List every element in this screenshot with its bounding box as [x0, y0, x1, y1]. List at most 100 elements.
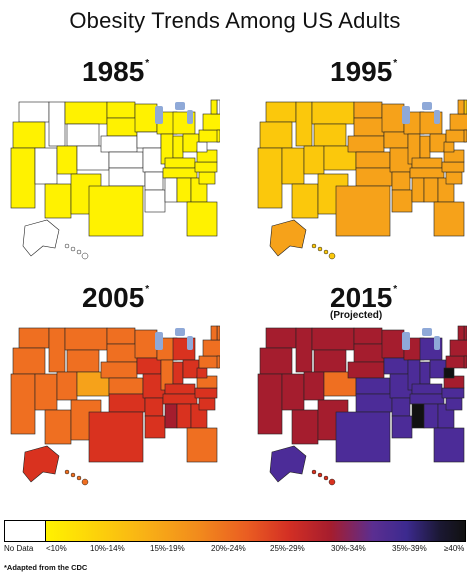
- state-ky: [411, 383, 443, 395]
- state-hi-island: [81, 252, 89, 260]
- map-year-1995: 1995*: [330, 56, 398, 87]
- state-sc: [445, 171, 463, 185]
- state-fl: [186, 427, 218, 463]
- state-ar: [391, 397, 411, 417]
- state-wv: [443, 141, 455, 153]
- state-ok: [108, 393, 146, 413]
- state-la: [144, 415, 166, 439]
- state-nv: [34, 147, 58, 185]
- state-wa: [265, 101, 297, 123]
- legend-label-25-29: 25%-29%: [270, 544, 305, 553]
- state-ia: [383, 357, 409, 375]
- legend-label-lt10: <10%: [46, 544, 67, 553]
- state-ms: [164, 177, 178, 203]
- state-nv: [34, 373, 58, 411]
- state-ak: [269, 445, 307, 483]
- legend-label-ge40: ≥40%: [444, 544, 465, 553]
- state-wy: [313, 123, 347, 147]
- state-mn: [134, 329, 158, 359]
- state-ms: [411, 177, 425, 203]
- state-in: [419, 135, 431, 159]
- state-hi-island: [328, 478, 336, 486]
- state-ok: [108, 167, 146, 187]
- state-pa: [445, 129, 467, 143]
- state-ne2: [210, 325, 218, 341]
- map-year-1985: 1985*: [82, 56, 150, 87]
- state-ak: [22, 219, 60, 257]
- state-nv: [281, 147, 305, 185]
- state-ne: [347, 135, 385, 153]
- state-hi-island: [76, 475, 82, 481]
- state-wy: [66, 123, 100, 147]
- page-title: Obesity Trends Among US Adults: [69, 8, 401, 33]
- legend-no-data-swatch: [5, 521, 46, 541]
- state-la: [391, 189, 413, 213]
- state-id: [295, 327, 313, 373]
- legend-label-35-39: 35%-39%: [392, 544, 427, 553]
- state-mn: [381, 103, 405, 133]
- state-hi-island: [64, 469, 70, 475]
- state-nc: [194, 387, 218, 399]
- state-sc: [198, 171, 216, 185]
- map-subtitle-projected: (Projected): [330, 310, 383, 321]
- state-nj: [216, 129, 220, 143]
- state-me: [216, 99, 220, 115]
- state-wy: [66, 349, 100, 373]
- state-me: [463, 325, 467, 341]
- us-map-2015: [257, 325, 467, 486]
- state-ar: [391, 171, 411, 191]
- us-map-2005: [10, 325, 220, 486]
- legend-label-30-34: 30%-34%: [331, 544, 366, 553]
- state-fl: [433, 427, 465, 463]
- state-nd: [353, 101, 383, 119]
- state-id: [48, 327, 66, 373]
- state-mt: [64, 101, 108, 125]
- state-tx: [88, 411, 144, 463]
- state-nv: [281, 373, 305, 411]
- state-tn: [409, 167, 445, 179]
- state-hi-island: [311, 243, 317, 249]
- state-mn: [381, 329, 405, 359]
- state-me: [463, 99, 467, 115]
- state-ks: [355, 151, 391, 169]
- state-nj: [463, 129, 467, 143]
- state-pa: [445, 355, 467, 369]
- state-ok: [355, 167, 393, 187]
- state-id: [48, 101, 66, 147]
- legend-color-scale: [4, 520, 466, 542]
- state-mn: [134, 103, 158, 133]
- state-al: [423, 177, 439, 203]
- great-lake-1: [422, 328, 432, 336]
- legend-label-no-data: No Data: [4, 544, 34, 553]
- state-ne2: [457, 325, 465, 341]
- state-al: [423, 403, 439, 429]
- state-ca: [257, 147, 283, 209]
- state-wy: [313, 349, 347, 373]
- state-oh: [182, 133, 200, 153]
- state-ak: [22, 445, 60, 483]
- legend-label-10-14: 10%-14%: [90, 544, 125, 553]
- state-pa: [198, 355, 220, 369]
- state-hi-island: [323, 475, 329, 481]
- state-ia: [136, 131, 162, 149]
- state-or: [12, 121, 46, 149]
- state-ia: [136, 357, 162, 375]
- great-lake-2: [187, 110, 193, 124]
- state-nd: [106, 101, 136, 119]
- state-tx: [335, 411, 391, 463]
- state-pa: [198, 129, 220, 143]
- state-ky: [411, 157, 443, 169]
- state-nj: [216, 355, 220, 369]
- state-ut: [303, 371, 325, 401]
- state-hi-island: [311, 469, 317, 475]
- state-fl: [186, 201, 218, 237]
- great-lake-1: [175, 328, 185, 336]
- state-wa: [265, 327, 297, 349]
- state-me: [216, 325, 220, 341]
- state-ia: [383, 131, 409, 149]
- state-hi-island: [70, 472, 76, 478]
- state-or: [259, 121, 293, 149]
- state-tx: [88, 185, 144, 237]
- state-ca: [10, 147, 36, 209]
- state-oh: [429, 133, 447, 153]
